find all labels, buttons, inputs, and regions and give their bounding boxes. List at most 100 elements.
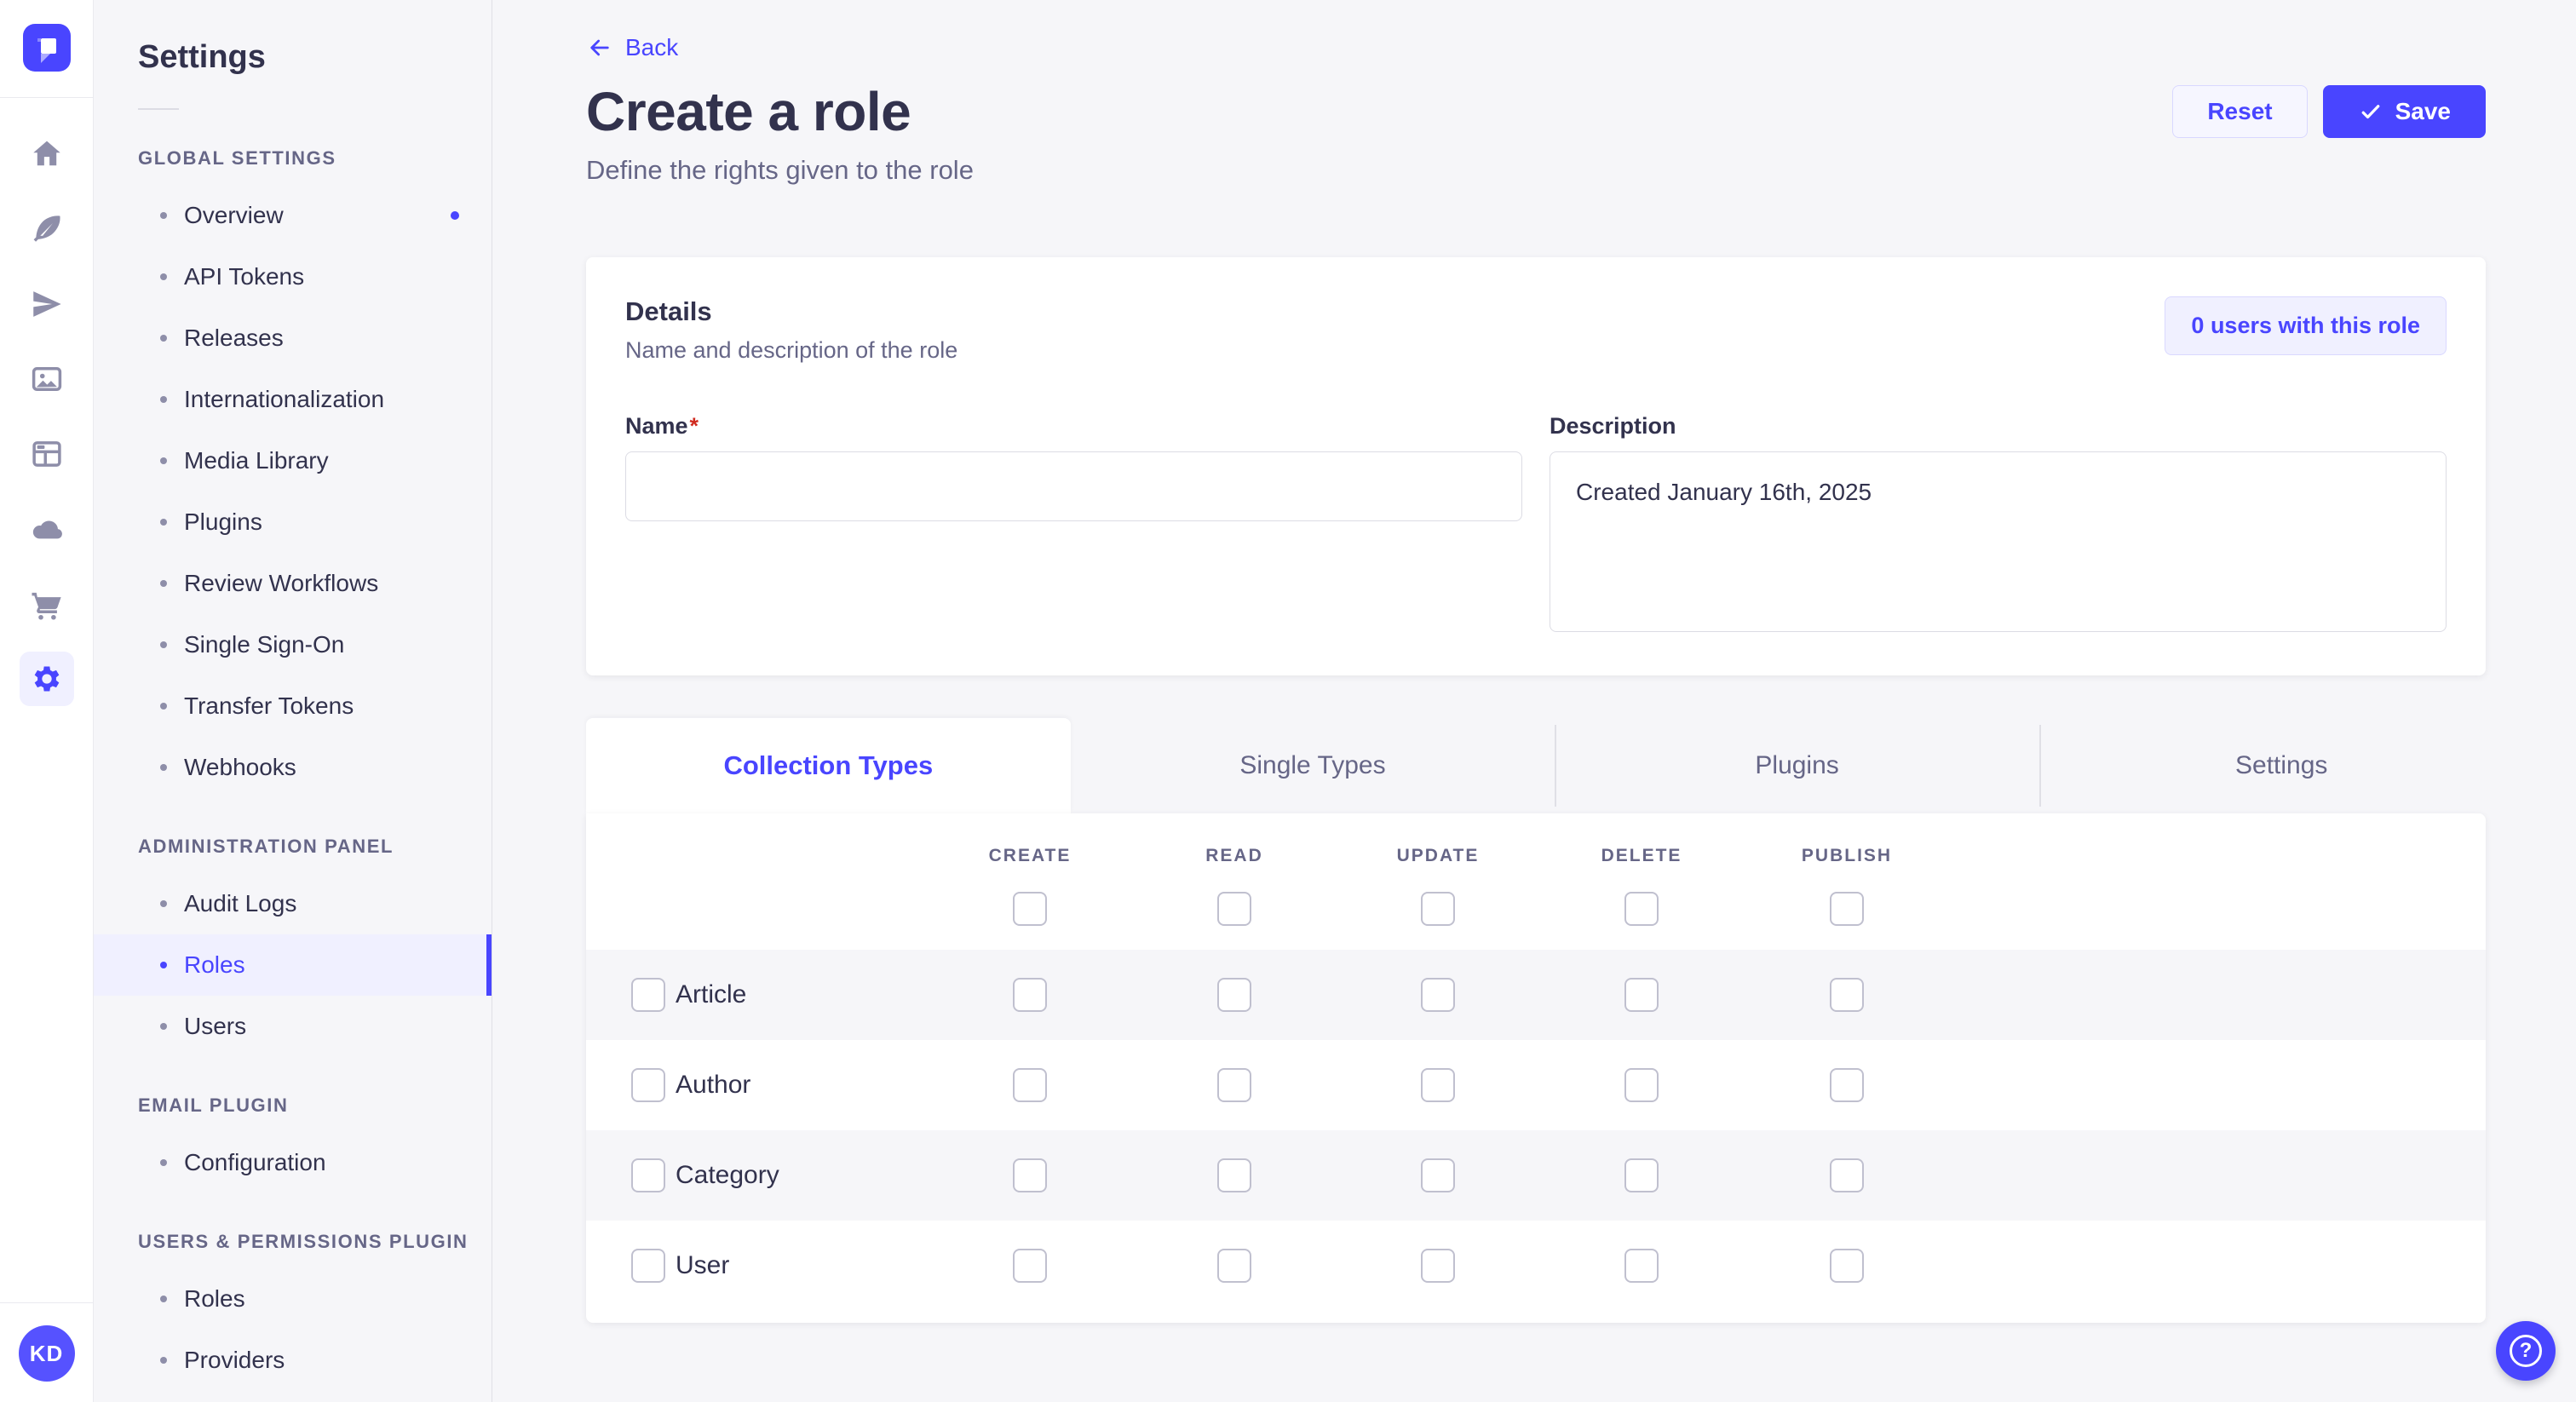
sidebar-divider	[138, 108, 179, 110]
category-row-checkbox[interactable]	[631, 1158, 665, 1192]
tab-collection-types[interactable]: Collection Types	[586, 718, 1071, 813]
details-fields-row: Name* Description Created January 16th, …	[625, 413, 2447, 636]
category-create-checkbox[interactable]	[1013, 1158, 1047, 1192]
settings-gear-slot[interactable]	[0, 641, 94, 716]
column-header-create: CREATE	[988, 846, 1072, 865]
author-update-checkbox[interactable]	[1421, 1068, 1455, 1102]
strapi-logo-icon[interactable]	[22, 24, 71, 72]
article-update-checkbox[interactable]	[1421, 978, 1455, 1012]
sidebar-item-media-library[interactable]: Media Library	[94, 430, 492, 491]
sidebar-item-releases[interactable]: Releases	[94, 307, 492, 369]
user-delete-checkbox[interactable]	[1624, 1249, 1659, 1283]
sidebar-item-webhooks[interactable]: Webhooks	[94, 737, 492, 798]
main-content: Back Create a role Reset Save Define the…	[492, 0, 2576, 1402]
author-delete-checkbox[interactable]	[1624, 1068, 1659, 1102]
reset-button[interactable]: Reset	[2172, 85, 2308, 138]
author-read-checkbox[interactable]	[1217, 1068, 1251, 1102]
content-manager-layout-icon[interactable]	[0, 417, 94, 491]
details-card-subtitle: Name and description of the role	[625, 337, 958, 363]
article-publish-checkbox[interactable]	[1830, 978, 1864, 1012]
sidebar-item-label: Plugins	[184, 509, 262, 535]
notification-dot-icon	[451, 211, 459, 220]
select-all-read-checkbox[interactable]	[1217, 892, 1251, 926]
bullet-icon	[160, 212, 167, 219]
sidebar-item-label: Providers	[184, 1347, 285, 1373]
select-all-create-checkbox[interactable]	[1013, 892, 1047, 926]
sidebar-item-label: Overview	[184, 202, 284, 228]
sidebar-item-configuration[interactable]: Configuration	[94, 1132, 492, 1193]
rail-icon-list	[0, 117, 94, 716]
sidebar-item-plugins[interactable]: Plugins	[94, 491, 492, 553]
bullet-icon	[160, 457, 167, 464]
sidebar-item-users[interactable]: Users	[94, 996, 492, 1057]
home-icon[interactable]	[0, 117, 94, 192]
required-asterisk: *	[689, 413, 699, 439]
article-delete-checkbox[interactable]	[1624, 978, 1659, 1012]
sidebar-item-label: Media Library	[184, 447, 329, 474]
tab-single-types[interactable]: Single Types	[1239, 751, 1386, 779]
sidebar-item-audit-logs[interactable]: Audit Logs	[94, 873, 492, 934]
sidebar-item-roles-active[interactable]: Roles	[94, 934, 492, 996]
release-plane-icon[interactable]	[0, 267, 94, 342]
tab-settings[interactable]: Settings	[2038, 718, 2524, 813]
sidebar-item-label: Configuration	[184, 1149, 326, 1175]
category-publish-checkbox[interactable]	[1830, 1158, 1864, 1192]
marketplace-cart-icon[interactable]	[0, 566, 94, 641]
details-heading-block: Details Name and description of the role	[625, 296, 957, 364]
tab-plugins[interactable]: Plugins	[1555, 718, 2039, 813]
save-button[interactable]: Save	[2322, 85, 2486, 138]
page-title: Create a role	[586, 81, 911, 142]
category-read-checkbox[interactable]	[1217, 1158, 1251, 1192]
administration-panel-list: Audit Logs Roles Users	[94, 873, 492, 1057]
category-delete-checkbox[interactable]	[1624, 1158, 1659, 1192]
sidebar-item-overview[interactable]: Overview	[94, 185, 492, 246]
help-button[interactable]: ?	[2496, 1321, 2556, 1381]
sidebar-item-single-sign-on[interactable]: Single Sign-On	[94, 614, 492, 675]
sidebar-item-api-tokens[interactable]: API Tokens	[94, 246, 492, 307]
deploy-cloud-icon[interactable]	[0, 491, 94, 566]
article-read-checkbox[interactable]	[1217, 978, 1251, 1012]
sidebar-item-providers[interactable]: Providers	[94, 1330, 492, 1391]
sidebar-item-label: API Tokens	[184, 263, 305, 290]
column-header-publish: PUBLISH	[1801, 846, 1893, 865]
sidebar-item-internationalization[interactable]: Internationalization	[94, 369, 492, 430]
bullet-icon	[160, 641, 167, 648]
category-update-checkbox[interactable]	[1421, 1158, 1455, 1192]
select-all-delete-checkbox[interactable]	[1624, 892, 1659, 926]
user-create-checkbox[interactable]	[1013, 1249, 1047, 1283]
email-plugin-list: Configuration	[94, 1132, 492, 1193]
sidebar-title: Settings	[138, 39, 266, 75]
back-link[interactable]: Back	[586, 34, 678, 61]
name-input[interactable]	[625, 451, 1522, 521]
bullet-icon	[160, 1357, 167, 1364]
user-publish-checkbox[interactable]	[1830, 1249, 1864, 1283]
select-all-publish-checkbox[interactable]	[1830, 892, 1864, 926]
article-row-checkbox[interactable]	[631, 978, 665, 1012]
sidebar-item-review-workflows[interactable]: Review Workflows	[94, 553, 492, 614]
description-textarea[interactable]: Created January 16th, 2025	[1550, 451, 2447, 632]
user-row-checkbox[interactable]	[631, 1249, 665, 1283]
author-create-checkbox[interactable]	[1013, 1068, 1047, 1102]
section-heading-global-settings: GLOBAL SETTINGS	[138, 147, 336, 169]
user-avatar[interactable]: KD	[18, 1325, 75, 1382]
table-row-category: Category	[586, 1130, 2486, 1221]
author-publish-checkbox[interactable]	[1830, 1068, 1864, 1102]
sidebar-item-transfer-tokens[interactable]: Transfer Tokens	[94, 675, 492, 737]
user-update-checkbox[interactable]	[1421, 1249, 1455, 1283]
content-feather-icon[interactable]	[0, 192, 94, 267]
sidebar-item-label: Roles	[184, 951, 245, 978]
icon-rail: KD	[0, 0, 94, 1402]
users-with-role-button[interactable]: 0 users with this role	[2165, 296, 2447, 355]
permissions-tabs: Collection Types Single Types Plugins Se…	[586, 718, 2486, 813]
media-library-icon[interactable]	[0, 342, 94, 417]
user-read-checkbox[interactable]	[1217, 1249, 1251, 1283]
sidebar-item-up-roles[interactable]: Roles	[94, 1268, 492, 1330]
bullet-icon	[160, 580, 167, 587]
author-row-checkbox[interactable]	[631, 1068, 665, 1102]
article-create-checkbox[interactable]	[1013, 978, 1047, 1012]
row-label: Author	[676, 1071, 751, 1099]
permissions-table: CREATE READ UPDATE DELETE PUBLISH Articl…	[586, 813, 2486, 1323]
users-permissions-plugin-list: Roles Providers	[94, 1268, 492, 1391]
select-all-update-checkbox[interactable]	[1421, 892, 1455, 926]
check-icon	[2361, 105, 2379, 119]
